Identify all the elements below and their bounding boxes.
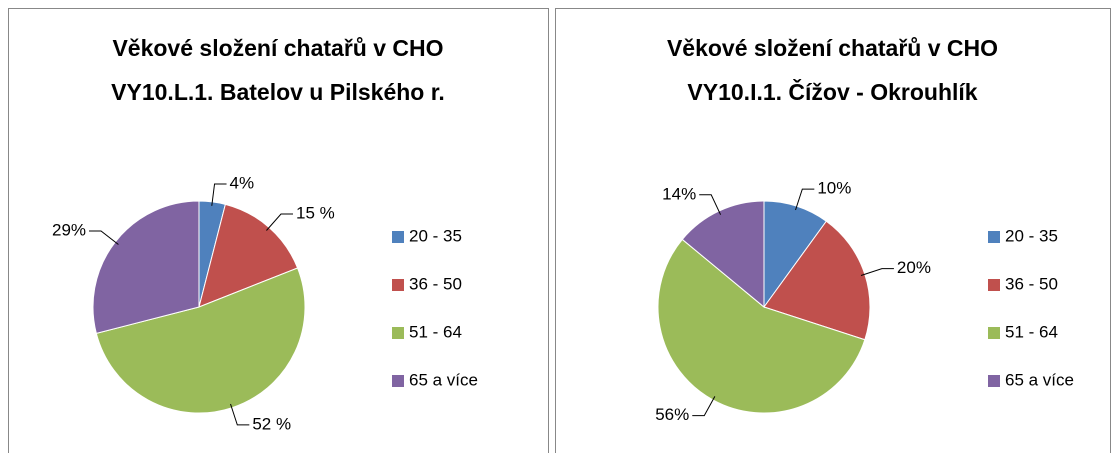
legend-swatch: [988, 231, 1000, 243]
legend-label: 36 - 50: [1005, 274, 1058, 293]
leader-line: [211, 183, 227, 206]
chart-title: VY10.L.1. Batelov u Pilského r.: [111, 79, 445, 105]
leader-line: [692, 396, 716, 417]
legend-label: 20 - 35: [1005, 226, 1058, 245]
leader-line: [860, 268, 894, 276]
legend-swatch: [988, 327, 1000, 339]
data-label: 14%: [662, 184, 696, 203]
legend-label: 20 - 35: [409, 226, 462, 245]
data-label: 52 %: [252, 414, 291, 433]
legend-swatch: [392, 375, 404, 387]
data-label: 15 %: [296, 203, 335, 222]
leader-line: [795, 188, 815, 211]
chart-title: Věkové složení chatařů v CHO: [667, 35, 998, 61]
leader-line: [230, 403, 250, 426]
data-label: 29%: [52, 220, 86, 239]
leader-line: [89, 230, 119, 245]
data-label: 56%: [655, 405, 689, 424]
legend-label: 51 - 64: [1005, 322, 1058, 341]
legend-label: 51 - 64: [409, 322, 462, 341]
legend-label: 65 a více: [409, 370, 478, 389]
leader-line: [266, 213, 294, 231]
legend-swatch: [392, 231, 404, 243]
legend-swatch: [988, 375, 1000, 387]
legend-swatch: [392, 279, 404, 291]
chart-title: Věkové složení chatařů v CHO: [112, 35, 443, 61]
legend-swatch: [988, 279, 1000, 291]
chart-title: VY10.I.1. Čížov - Okrouhlík: [687, 78, 977, 105]
data-label: 20%: [897, 258, 931, 277]
legend-label: 65 a více: [1005, 370, 1074, 389]
data-label: 4%: [230, 173, 255, 192]
data-label: 10%: [817, 179, 851, 198]
legend-label: 36 - 50: [409, 274, 462, 293]
leader-line: [699, 194, 722, 215]
legend-swatch: [392, 327, 404, 339]
